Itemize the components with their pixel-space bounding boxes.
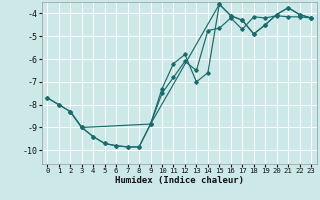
- X-axis label: Humidex (Indice chaleur): Humidex (Indice chaleur): [115, 176, 244, 185]
